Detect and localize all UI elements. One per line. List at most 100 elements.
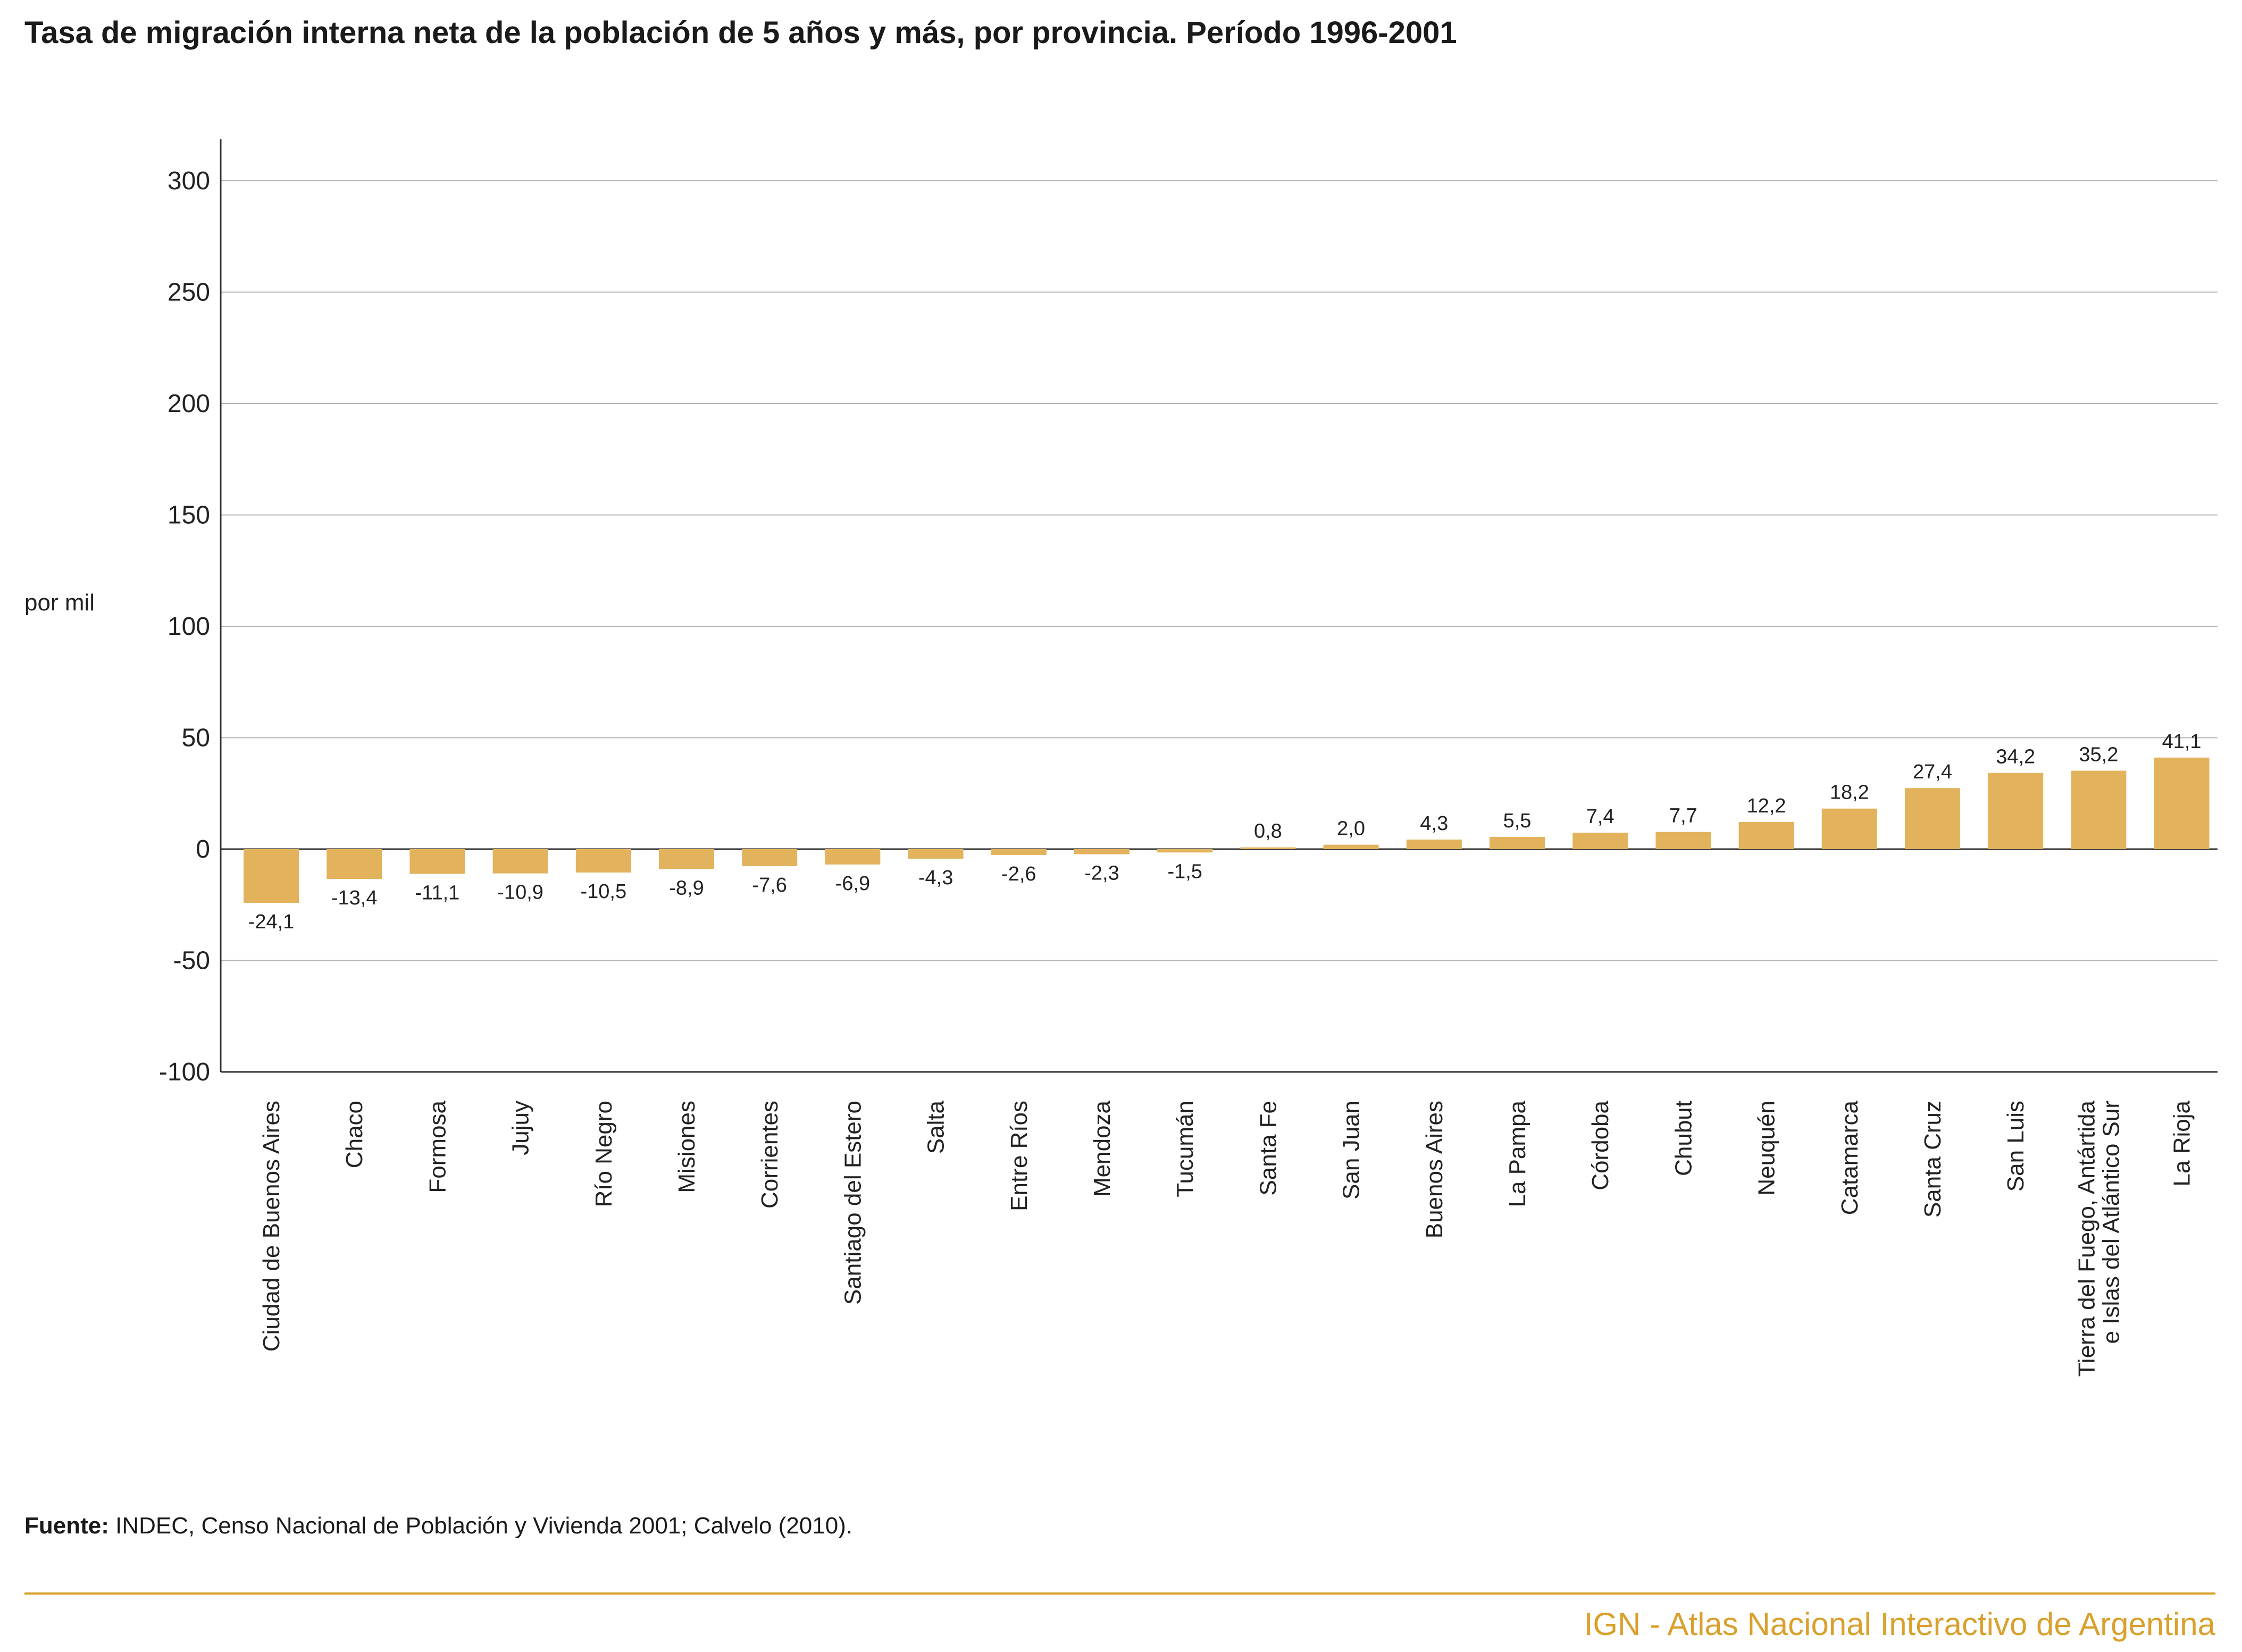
- category-label: La Rioja: [2169, 1100, 2195, 1186]
- category-label: La Pampa: [1504, 1100, 1530, 1207]
- data-label: -4,3: [918, 867, 953, 889]
- category-label: Neuquén: [1754, 1101, 1780, 1196]
- bar: [492, 849, 548, 874]
- y-tick-label: 200: [168, 390, 210, 418]
- bar-chart: -24,1 -13,4 -11,1 -10,9 -10,5 -8,9 -7,6 -6,9 -4,…: [24, 139, 2218, 1377]
- category-label: Catamarca: [1837, 1100, 1863, 1215]
- category-label-line: Río Negro: [591, 1101, 617, 1207]
- category-label-line: La Rioja: [2169, 1100, 2195, 1186]
- category-label-line: Ciudad de Buenos Aires: [258, 1101, 285, 1352]
- category-label: Misiones: [674, 1101, 700, 1193]
- bar: [659, 849, 714, 869]
- category-label: Mendoza: [1089, 1100, 1115, 1197]
- grid-lines: [221, 180, 2218, 961]
- category-label: Buenos Aires: [1421, 1101, 1448, 1238]
- category-label-line: Formosa: [424, 1100, 450, 1193]
- y-tick-label: -50: [173, 947, 210, 975]
- category-label-line: Chubut: [1670, 1101, 1696, 1176]
- data-label: 27,4: [1913, 761, 1952, 783]
- bar: [908, 849, 964, 859]
- bar: [327, 849, 382, 879]
- bar: [1905, 788, 1960, 849]
- source-note: Fuente: INDEC, Censo Nacional de Poblaci…: [24, 1513, 852, 1539]
- category-label-line: e Islas del Atlántico Sur: [2098, 1101, 2124, 1344]
- data-label: -8,9: [669, 877, 704, 899]
- data-label: -13,4: [331, 887, 378, 909]
- data-label: 12,2: [1747, 795, 1786, 817]
- category-label-line: Tucumán: [1172, 1101, 1198, 1197]
- source-text: INDEC, Censo Nacional de Población y Viv…: [108, 1513, 853, 1539]
- category-label: Salta: [923, 1100, 949, 1154]
- bar: [1406, 839, 1462, 849]
- y-tick-label: 100: [168, 613, 210, 641]
- category-label-line: Santiago del Estero: [840, 1101, 866, 1305]
- category-label: San Luis: [2003, 1101, 2029, 1192]
- bar: [1323, 844, 1379, 849]
- category-label-line: Salta: [923, 1100, 949, 1154]
- y-tick-label: 250: [168, 279, 210, 307]
- bar: [575, 849, 631, 873]
- axes: [220, 139, 2218, 1073]
- footer-brand: IGN - Atlas Nacional Interactivo de Arge…: [1584, 1606, 2215, 1642]
- category-label-line: Buenos Aires: [1421, 1101, 1448, 1238]
- category-label: Corrientes: [757, 1101, 783, 1209]
- data-label: -6,9: [835, 873, 870, 895]
- bar: [1738, 821, 1794, 849]
- data-label: -10,5: [580, 880, 626, 903]
- category-label-line: Santa Fe: [1255, 1101, 1281, 1196]
- category-label-line: La Pampa: [1504, 1100, 1530, 1207]
- data-label: 4,3: [1420, 812, 1448, 835]
- category-label: San Juan: [1338, 1101, 1365, 1200]
- category-label: Entre Ríos: [1006, 1101, 1032, 1211]
- bar: [991, 849, 1047, 855]
- y-tick-label: 50: [182, 724, 210, 752]
- category-label-line: Catamarca: [1837, 1100, 1863, 1215]
- bar: [2071, 770, 2127, 849]
- data-label: -10,9: [497, 882, 543, 904]
- category-label-line: Tierra del Fuego, Antártida: [2073, 1100, 2099, 1377]
- category-labels: Ciudad de Buenos Aires Chaco Formosa Jujuy R…: [258, 1100, 2195, 1377]
- y-tick-label: -100: [159, 1058, 210, 1086]
- category-label: Tucumán: [1172, 1101, 1198, 1197]
- y-tick-label: 150: [168, 501, 210, 530]
- category-label: Formosa: [424, 1100, 450, 1193]
- category-label: Santa Cruz: [1920, 1101, 1946, 1218]
- bar: [2154, 757, 2210, 849]
- category-label-line: Santa Cruz: [1920, 1101, 1946, 1218]
- category-label-line: Corrientes: [757, 1101, 783, 1209]
- data-label: 5,5: [1503, 810, 1532, 832]
- data-label: -24,1: [248, 911, 295, 933]
- footer-divider: [24, 1592, 2215, 1595]
- data-label: 34,2: [1996, 746, 2035, 768]
- category-label-line: San Juan: [1338, 1101, 1365, 1200]
- category-label-line: Mendoza: [1089, 1100, 1115, 1197]
- y-tick-labels: 300 250 200 150 100 50 0 -50 -100: [159, 167, 210, 1086]
- data-label: 0,8: [1254, 820, 1282, 843]
- bar: [742, 849, 798, 866]
- y-tick-label: 300: [168, 167, 210, 195]
- data-label: -1,5: [1167, 860, 1202, 883]
- value-labels: -24,1 -13,4 -11,1 -10,9 -10,5 -8,9 -7,6 -6,9 -4,…: [248, 731, 2202, 933]
- bar: [1988, 773, 2044, 849]
- data-label: -2,6: [1001, 863, 1036, 885]
- bar: [1572, 832, 1628, 849]
- bar: [1821, 808, 1877, 849]
- data-label: -11,1: [415, 882, 460, 904]
- category-label: Ciudad de Buenos Aires: [258, 1101, 285, 1352]
- bar: [1074, 849, 1130, 854]
- data-label: 7,7: [1669, 805, 1697, 827]
- data-label: 35,2: [2079, 744, 2118, 766]
- data-label: -7,6: [752, 874, 787, 896]
- category-label: Santa Fe: [1255, 1101, 1281, 1196]
- data-label: 2,0: [1337, 818, 1365, 840]
- data-label: 18,2: [1830, 782, 1869, 804]
- category-label-line: San Luis: [2003, 1101, 2029, 1192]
- category-label-line: Chaco: [341, 1101, 367, 1168]
- bar: [1157, 849, 1213, 853]
- y-axis-title: por mil: [24, 590, 95, 616]
- data-label: 41,1: [2162, 731, 2202, 753]
- chart-title: Tasa de migración interna neta de la pob…: [24, 15, 1457, 50]
- category-label: Río Negro: [591, 1101, 617, 1207]
- data-label: 7,4: [1586, 806, 1614, 828]
